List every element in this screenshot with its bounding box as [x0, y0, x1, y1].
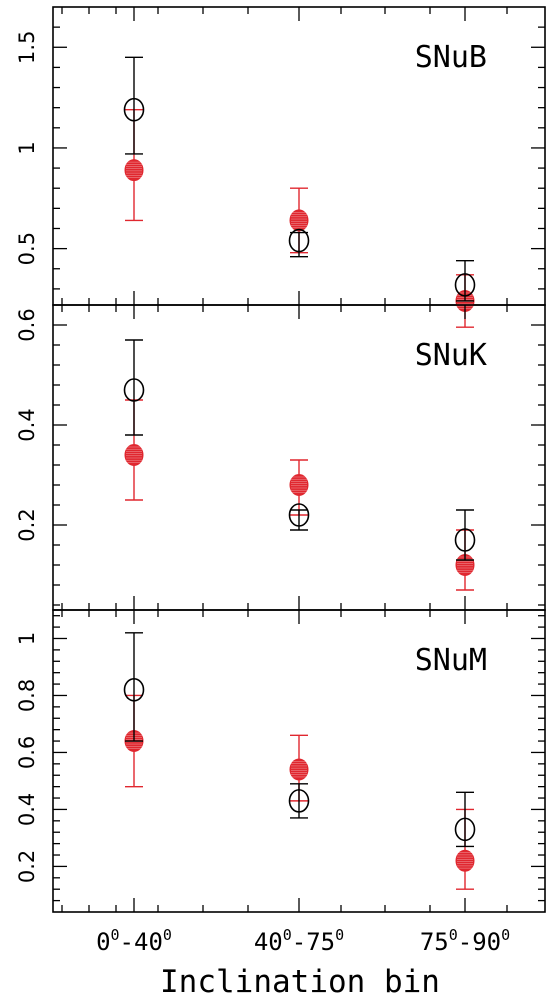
y-tick-label: 1.5 [15, 31, 39, 64]
x-tick-label: 00-400 [96, 926, 172, 956]
y-tick-label: 0.6 [15, 736, 39, 769]
y-tick-label: 0.2 [15, 850, 39, 883]
y-tick-label: 1 [15, 141, 39, 154]
x-tick-label: 750-900 [420, 926, 510, 956]
data-point-open [454, 817, 476, 842]
data-point-open [288, 789, 310, 813]
y-tick-label: 0.2 [15, 508, 39, 541]
series-open-circle [123, 56, 476, 302]
series-open-circle [123, 339, 476, 561]
chart-panels: 0.5 1 1.5 SNuB 0.2 0.4 0.6 SNuK 0.2 0.4 0.6 0.8 1 SNu… [15, 6, 546, 913]
data-point-open [123, 97, 145, 122]
y-tick-label: 0.6 [15, 308, 39, 341]
data-point-open [123, 378, 145, 402]
data-point-open [454, 273, 476, 297]
x-axis: 00-400 400-750 750-900 [96, 926, 510, 956]
series-filled-circle [124, 399, 475, 591]
y-tick-label: 1 [15, 632, 39, 645]
y-tick-label: 0.8 [15, 679, 39, 712]
panel-snuk: 0.2 0.4 0.6 SNuK [15, 304, 546, 611]
panel-label: SNuB [415, 40, 487, 75]
data-point-open [123, 677, 145, 702]
x-axis-label: Inclination bin [160, 964, 440, 1000]
y-tick-label: 0.4 [15, 793, 39, 826]
y-tick-label: 0.4 [15, 408, 39, 441]
x-tick-label: 400-750 [254, 926, 344, 956]
data-point-open [288, 503, 310, 527]
y-tick-label: 0.5 [15, 232, 39, 265]
data-point-open [454, 528, 476, 552]
series-open-circle [123, 632, 476, 848]
panel-label: SNuK [415, 338, 487, 373]
panel-label: SNuM [415, 643, 487, 678]
panel-snum: 0.2 0.4 0.6 0.8 1 SNuM [15, 609, 546, 913]
data-point-open [288, 228, 310, 253]
panel-snub: 0.5 1 1.5 SNuB [15, 6, 546, 328]
